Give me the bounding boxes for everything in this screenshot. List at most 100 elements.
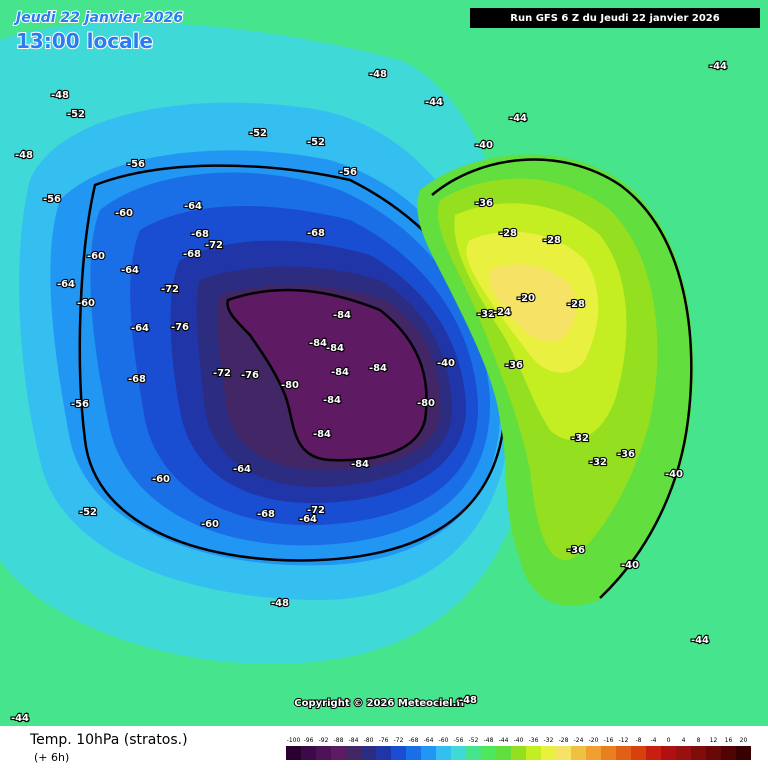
footer: Temp. 10hPa (stratos.) (+ 6h) -100 -96 -92…	[29, 732, 751, 764]
contour-label: -40	[621, 560, 639, 571]
contour-label: -32	[589, 457, 607, 468]
contour-label: -32	[477, 309, 495, 320]
contour-label: -44	[425, 97, 443, 108]
contour-label: -64	[131, 323, 149, 334]
contour-label: -64	[299, 514, 317, 525]
legend-label: -12	[619, 737, 629, 744]
legend-swatch	[316, 746, 331, 760]
contour-label: -40	[665, 469, 683, 480]
contour-label: -60	[115, 208, 133, 219]
legend-label: -100	[287, 737, 301, 744]
legend-swatch	[391, 746, 406, 760]
legend-swatch	[736, 746, 751, 760]
legend-swatch	[346, 746, 361, 760]
legend-swatch	[556, 746, 571, 760]
legend: -100 -96 -92 -88 -84 -80 -76 -72 -68 -64 -60 -56 -52…	[286, 737, 751, 760]
legend-label: -56	[454, 737, 464, 744]
copyright: Copyright © 2026 Meteociel.fr	[294, 698, 465, 709]
legend-swatch	[301, 746, 316, 760]
legend-label: -80	[364, 737, 374, 744]
legend-label: -68	[409, 737, 419, 744]
contour-label: -20	[517, 293, 535, 304]
contour-label: -56	[127, 159, 145, 170]
legend-label: -72	[394, 737, 404, 744]
contour-label: -52	[307, 137, 325, 148]
contour-label: -60	[77, 298, 95, 309]
contour-label: -68	[128, 374, 146, 385]
contour-labels: -84-84-84-84 -84-84-84-84-80-80-76-76-72-…	[10, 60, 728, 725]
contour-label: -84	[326, 343, 344, 354]
legend-label: -52	[469, 737, 479, 744]
region-24	[489, 264, 576, 342]
contour	[78, 164, 507, 562]
legend-label: -96	[304, 737, 314, 744]
legend-swatch	[631, 746, 646, 760]
legend-swatch	[676, 746, 691, 760]
legend-swatch	[646, 746, 661, 760]
legend-label: -4	[651, 737, 657, 744]
map: Run GFS 6 Z du Jeudi 22 janvier 2026 Jeu…	[0, 0, 768, 726]
time: 13:00 locale	[16, 29, 153, 53]
contour-label: -68	[307, 228, 325, 239]
legend-label: 12	[710, 737, 718, 744]
contour-label: -28	[567, 299, 585, 310]
legend-label: -84	[349, 737, 359, 744]
contour-label: -84	[309, 338, 327, 349]
contour-label: -64	[121, 265, 139, 276]
footer-lead: (+ 6h)	[34, 751, 69, 764]
contour-label: -48	[369, 69, 387, 80]
contour-label: -40	[475, 140, 493, 151]
legend-label: -8	[636, 737, 642, 744]
contour-label: -68	[191, 229, 209, 240]
legend-label: -32	[544, 737, 554, 744]
contour-label: -32	[571, 433, 589, 444]
legend-swatch	[586, 746, 601, 760]
contour-label: -44	[709, 61, 727, 72]
legend-label: -48	[484, 737, 494, 744]
contour	[226, 288, 428, 462]
contour-label: -36	[617, 449, 635, 460]
contour-label: -76	[171, 322, 189, 333]
contour-label: -84	[331, 367, 349, 378]
legend-swatch	[466, 746, 481, 760]
region-84	[227, 289, 427, 461]
date: Jeudi 22 janvier 2026	[13, 10, 183, 26]
legend-label: 20	[740, 737, 748, 744]
legend-label: -36	[529, 737, 539, 744]
legend-swatch	[421, 746, 436, 760]
legend-swatch	[436, 746, 451, 760]
contour-label: -56	[339, 167, 357, 178]
contour-label: -68	[183, 249, 201, 260]
legend-swatch	[286, 746, 301, 760]
contour-label: -64	[184, 201, 202, 212]
legend-label: 16	[725, 737, 733, 744]
legend-swatch	[481, 746, 496, 760]
legend-swatch	[541, 746, 556, 760]
contour-label: -48	[51, 90, 69, 101]
legend-label: 8	[697, 737, 701, 744]
legend-label: 0	[667, 737, 671, 744]
contour-label: -80	[281, 380, 299, 391]
contour-label: -60	[201, 519, 219, 530]
legend-label: -28	[559, 737, 569, 744]
contour-label: -48	[459, 695, 477, 706]
contour-label: -48	[271, 598, 289, 609]
contour-label: -84	[351, 459, 369, 470]
legend-label: -60	[439, 737, 449, 744]
legend-label: -44	[499, 737, 509, 744]
legend-swatch	[376, 746, 391, 760]
contour-label: -56	[43, 194, 61, 205]
contour-label: -40	[437, 358, 455, 369]
contour-label: -64	[233, 464, 251, 475]
contour-label: -60	[87, 251, 105, 262]
legend-swatch	[331, 746, 346, 760]
contour-label: -44	[11, 713, 29, 724]
run-info: Run GFS 6 Z du Jeudi 22 janvier 2026	[510, 13, 719, 24]
contour-label: -28	[543, 235, 561, 246]
legend-label: -16	[604, 737, 614, 744]
legend-swatch	[406, 746, 421, 760]
contour-label: -72	[205, 240, 223, 251]
contour-label: -68	[257, 509, 275, 520]
legend-swatch	[451, 746, 466, 760]
legend-swatch	[721, 746, 736, 760]
